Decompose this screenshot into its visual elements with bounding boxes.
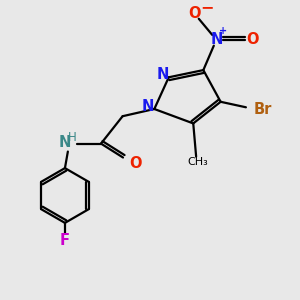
Text: N: N (59, 135, 71, 150)
Text: CH₃: CH₃ (187, 157, 208, 167)
Text: Br: Br (254, 101, 272, 116)
Text: −: − (200, 0, 214, 15)
Text: +: + (220, 26, 228, 36)
Text: O: O (188, 6, 201, 21)
Text: F: F (60, 233, 70, 248)
Text: O: O (129, 156, 142, 171)
Text: O: O (246, 32, 259, 47)
Text: H: H (68, 131, 76, 144)
Text: N: N (142, 99, 154, 114)
Text: N: N (210, 32, 223, 47)
Text: N: N (157, 67, 169, 82)
